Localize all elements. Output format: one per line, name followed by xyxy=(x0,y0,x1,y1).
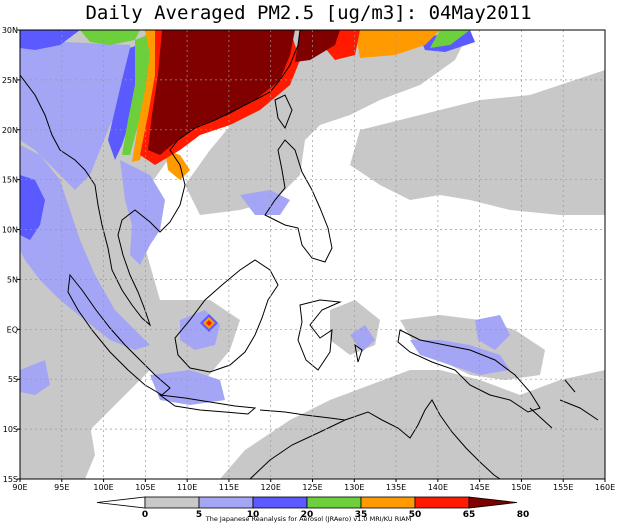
colorbar-label: 0 xyxy=(142,510,148,520)
pm25-field xyxy=(20,30,605,479)
lat-tick-label: 15N xyxy=(2,176,18,185)
colorbar-segment xyxy=(198,496,254,509)
lat-tick-label: 5N xyxy=(7,275,18,284)
colorbar-segment xyxy=(468,496,518,509)
lat-tick-label: 30N xyxy=(2,26,18,35)
colorbar-label: 35 xyxy=(355,510,368,520)
colorbar-label: 50 xyxy=(409,510,422,520)
lat-tick-label: EQ xyxy=(7,325,18,334)
lon-tick-label: 125E xyxy=(302,483,322,492)
lat-tick-label: 20N xyxy=(2,126,18,135)
lon-tick-label: 100E xyxy=(93,483,113,492)
longitude-axis: 90E 95E 100E 105E 110E 115E 120E 125E 130E 135E 14… xyxy=(12,479,615,492)
lat-tick-label: 25N xyxy=(2,76,18,85)
lat-tick-label: 10N xyxy=(2,226,18,235)
colorbar-segment xyxy=(144,496,200,509)
colorbar-label: 80 xyxy=(517,510,530,520)
colorbar-segment xyxy=(96,496,146,509)
lon-tick-label: 130E xyxy=(344,483,364,492)
latitude-axis: 30N 25N 20N 15N 10N 5N EQ 5S 10S 15S xyxy=(2,26,20,484)
lon-tick-label: 105E xyxy=(135,483,155,492)
colorbar-label: 20 xyxy=(301,510,314,520)
colorbar-label: 10 xyxy=(247,510,260,520)
map-title: Daily Averaged PM2.5 [ug/m3]: 04May2011 xyxy=(85,2,532,24)
footer-credit: The Japanese Reanalysis for Aerosol (JRA… xyxy=(205,515,412,523)
lat-tick-label: 5S xyxy=(8,375,18,384)
lon-tick-label: 160E xyxy=(595,483,615,492)
lon-tick-label: 95E xyxy=(54,483,69,492)
colorbar: 0 5 10 20 35 50 65 80 xyxy=(96,496,530,520)
lon-tick-label: 140E xyxy=(428,483,448,492)
colorbar-segment xyxy=(306,496,362,509)
colorbar-label: 65 xyxy=(463,510,476,520)
lon-tick-label: 90E xyxy=(12,483,27,492)
lon-tick-label: 145E xyxy=(469,483,489,492)
coastlines xyxy=(20,30,599,479)
pm25-band-80-plus xyxy=(148,30,340,155)
lon-tick-label: 135E xyxy=(386,483,406,492)
lat-tick-label: 15S xyxy=(3,475,18,484)
colorbar-segment xyxy=(252,496,308,509)
pm25-band-50-65 xyxy=(132,30,440,180)
lon-tick-label: 110E xyxy=(177,483,197,492)
lon-tick-label: 155E xyxy=(553,483,573,492)
lon-tick-label: 150E xyxy=(511,483,531,492)
lon-tick-label: 120E xyxy=(261,483,281,492)
lat-tick-label: 10S xyxy=(3,425,18,434)
colorbar-segment xyxy=(414,496,470,509)
colorbar-segment xyxy=(360,496,416,509)
lon-tick-label: 115E xyxy=(219,483,239,492)
borneo-hotspot xyxy=(200,314,218,332)
colorbar-label: 5 xyxy=(196,510,202,520)
